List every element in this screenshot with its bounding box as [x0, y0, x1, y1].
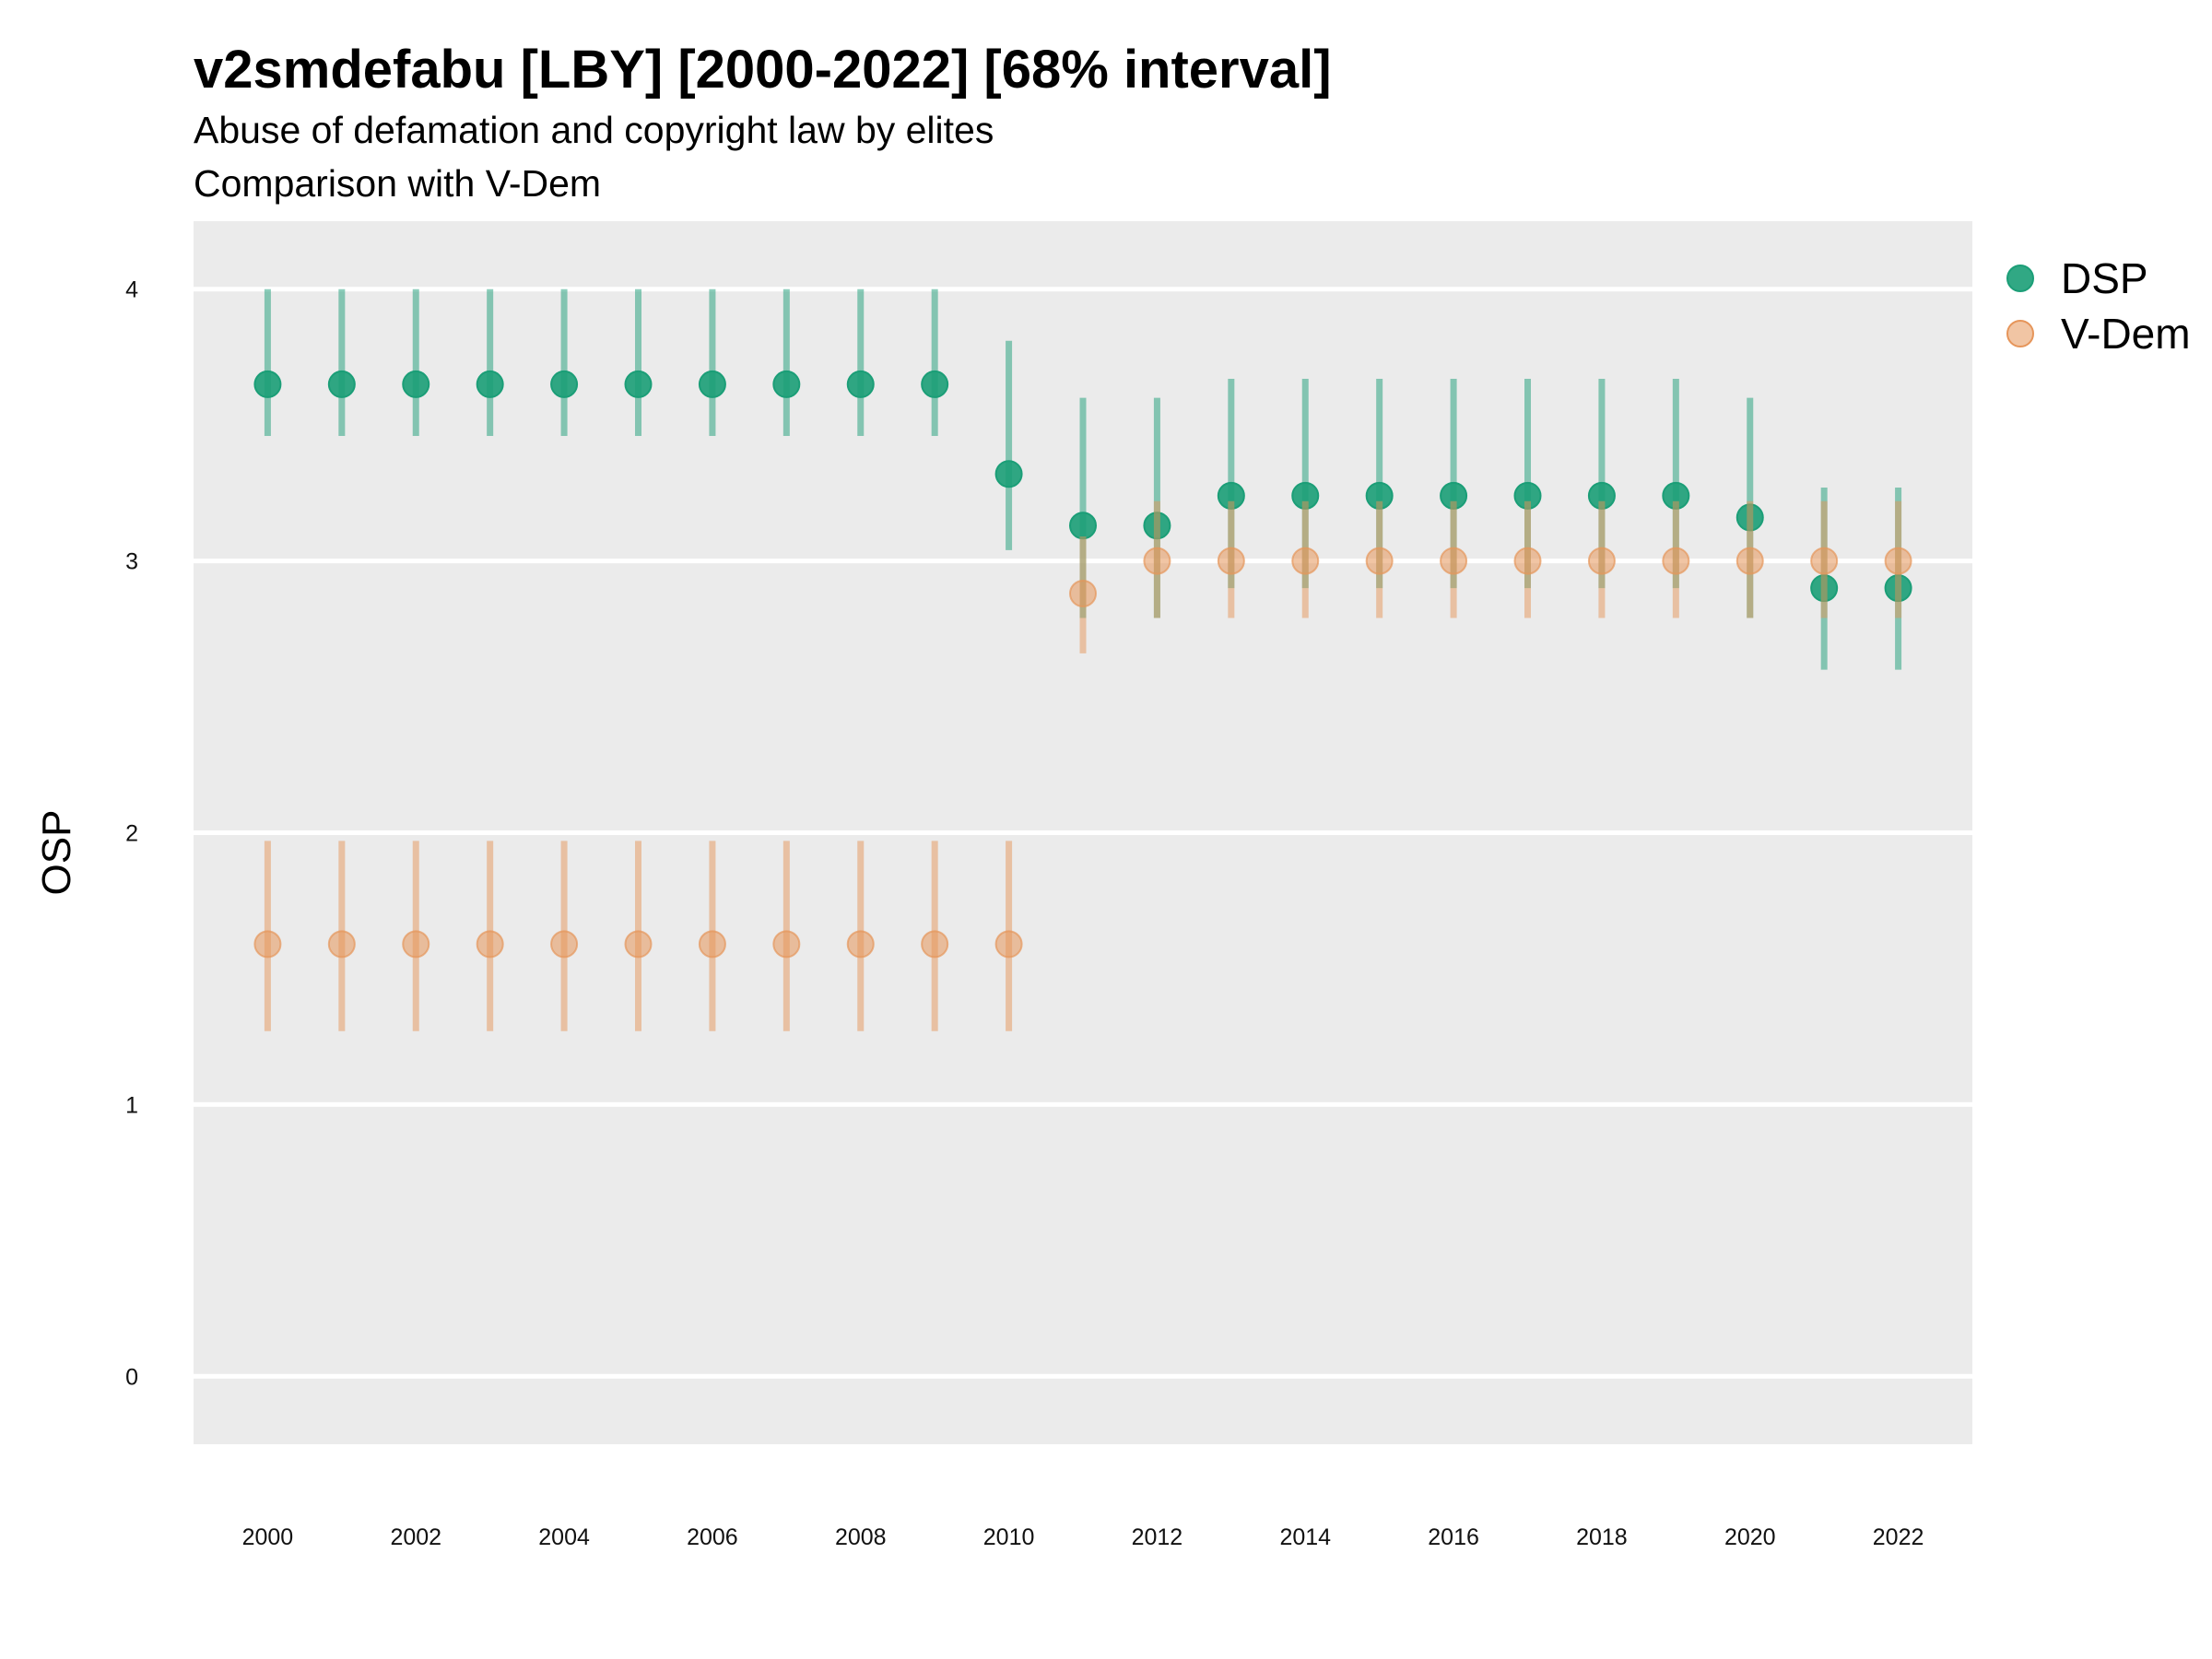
data-point [1735, 547, 1764, 575]
x-tick-label: 2016 [1428, 1524, 1479, 1550]
legend-label: V-Dem [2061, 310, 2191, 358]
data-point [624, 930, 653, 959]
data-point [772, 370, 801, 398]
data-point [550, 370, 579, 398]
data-point [1440, 547, 1468, 575]
data-point [476, 370, 504, 398]
x-tick-label: 2020 [1724, 1524, 1776, 1550]
legend-label: DSP [2061, 254, 2148, 302]
data-point [253, 370, 282, 398]
data-point [846, 370, 875, 398]
data-point [550, 930, 579, 959]
x-tick-label: 2004 [538, 1524, 590, 1550]
x-tick-label: 2018 [1576, 1524, 1628, 1550]
data-point [1291, 547, 1320, 575]
x-tick-label: 2012 [1132, 1524, 1183, 1550]
data-point [327, 930, 356, 959]
x-tick-label: 2000 [242, 1524, 294, 1550]
data-point [1513, 547, 1542, 575]
x-tick-label: 2014 [1279, 1524, 1331, 1550]
y-tick-label: 1 [125, 1092, 138, 1118]
data-point [994, 460, 1023, 488]
data-point [1810, 547, 1839, 575]
y-tick-label: 3 [125, 549, 138, 575]
data-point [1365, 547, 1394, 575]
data-point [327, 370, 356, 398]
legend: DSP V-Dem [2006, 254, 2191, 358]
data-point [253, 930, 282, 959]
data-point [1069, 512, 1097, 540]
series-dsp [253, 288, 1912, 670]
data-point [1143, 547, 1171, 575]
x-axis-ticks: 2000 2002 2004 2006 2008 2010 2012 2014 2016 2018… [242, 1524, 1924, 1550]
data-point [476, 930, 504, 959]
data-point [1884, 547, 1912, 575]
data-point [994, 930, 1023, 959]
x-tick-label: 2002 [390, 1524, 441, 1550]
data-point [698, 370, 726, 398]
chart-subtitle-2: Comparison with V-Dem [194, 162, 601, 205]
y-axis-ticks: 0 1 2 3 4 [125, 277, 138, 1391]
series-v-dem [253, 500, 1912, 1031]
data-point [624, 370, 653, 398]
data-point [772, 930, 801, 959]
data-point [698, 930, 726, 959]
data-marks [253, 288, 1912, 1031]
data-point [921, 930, 949, 959]
y-tick-label: 2 [125, 821, 138, 847]
data-point [921, 370, 949, 398]
y-tick-label: 0 [125, 1364, 138, 1390]
data-point [846, 930, 875, 959]
data-point [1217, 547, 1245, 575]
legend-marker [2006, 265, 2034, 292]
x-tick-label: 2008 [835, 1524, 887, 1550]
x-tick-label: 2010 [983, 1524, 1035, 1550]
y-axis-label: OSP [34, 810, 79, 896]
data-point [1587, 547, 1616, 575]
chart-title: v2smdefabu [LBY] [2000-2022] [68% interv… [194, 40, 1332, 100]
y-tick-label: 4 [125, 277, 138, 303]
chart-subtitle: Abuse of defamation and copyright law by… [194, 109, 994, 151]
legend-marker [2006, 320, 2034, 347]
data-point [1069, 579, 1097, 607]
data-point [402, 370, 430, 398]
data-point [1662, 547, 1690, 575]
x-tick-label: 2006 [687, 1524, 738, 1550]
x-tick-label: 2022 [1873, 1524, 1924, 1550]
data-point [402, 930, 430, 959]
